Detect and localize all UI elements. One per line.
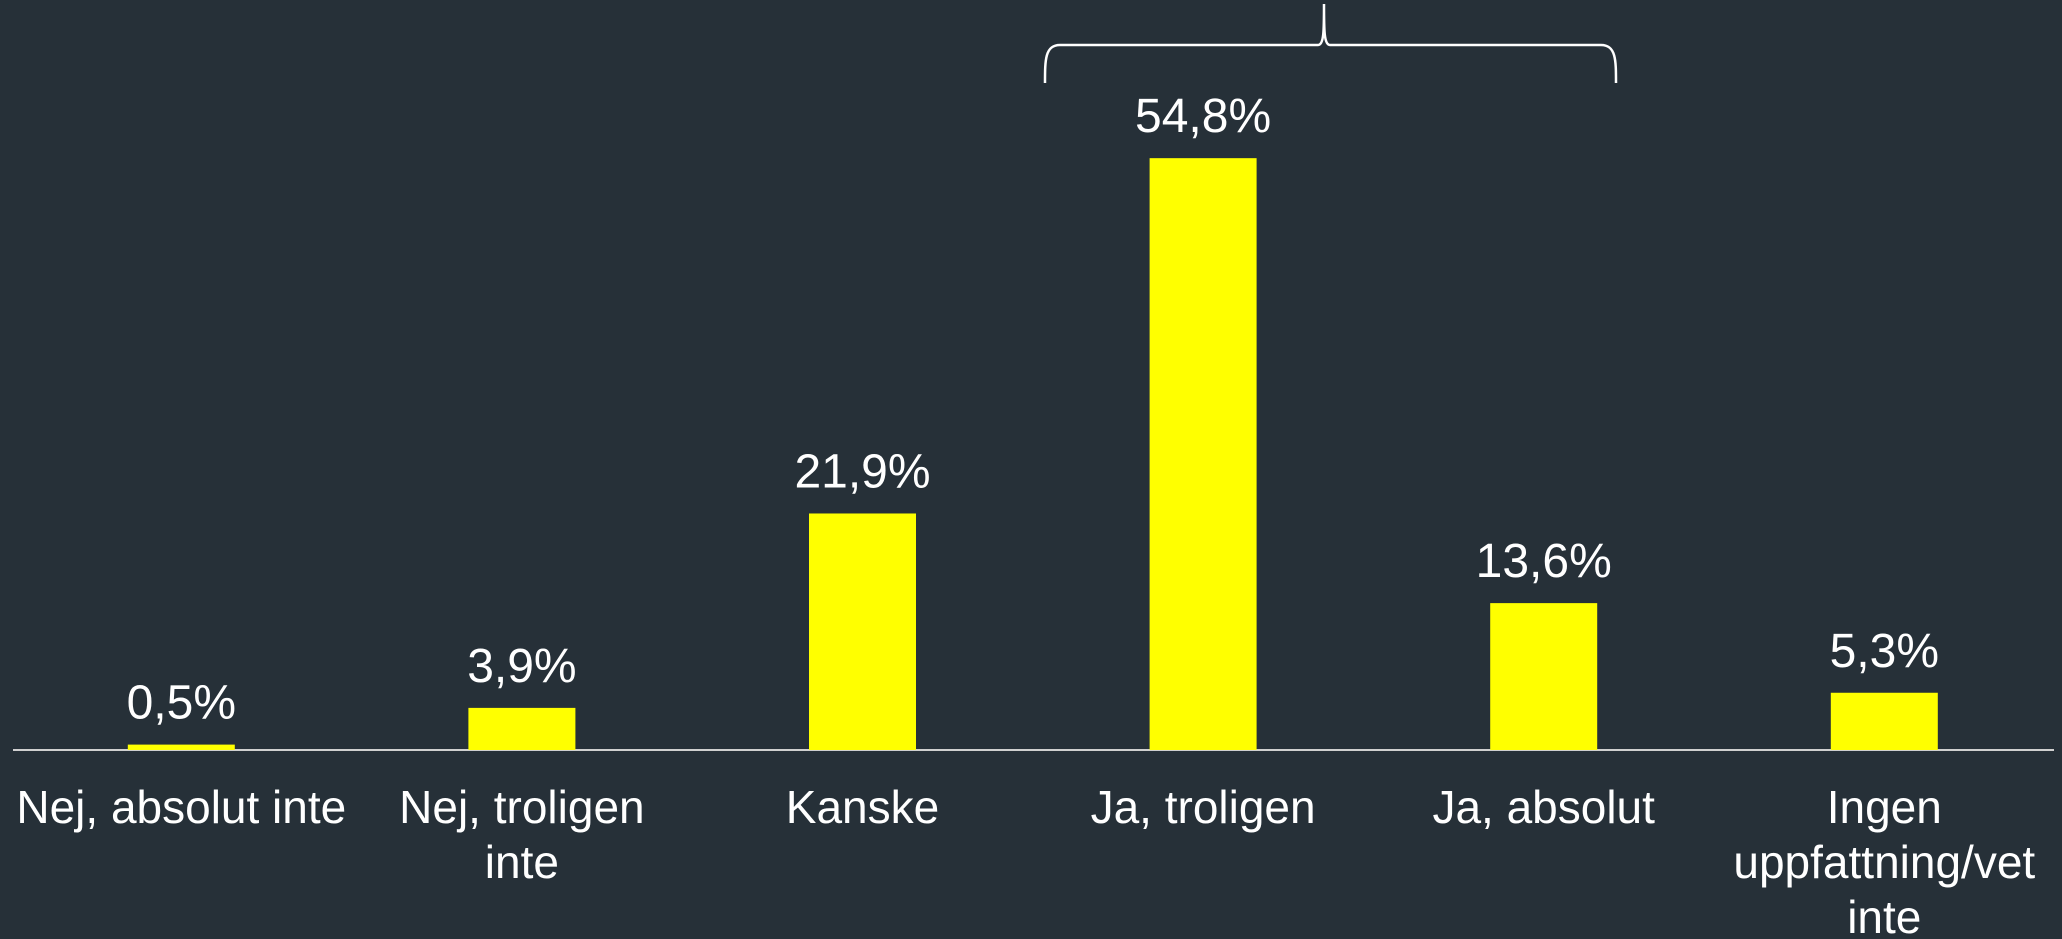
value-label: 54,8% bbox=[1135, 90, 1271, 143]
value-label: 0,5% bbox=[127, 677, 236, 730]
x-tick-label: Ingen uppfattning/vet inte bbox=[1733, 781, 2036, 939]
value-label: 3,9% bbox=[467, 640, 576, 693]
bar bbox=[1490, 603, 1598, 750]
bar bbox=[127, 744, 235, 750]
x-tick-label: Nej, absolut inte bbox=[16, 781, 347, 833]
bar bbox=[468, 707, 576, 750]
value-label: 13,6% bbox=[1476, 535, 1612, 588]
x-tick-label: Nej, troligen inte bbox=[399, 781, 645, 888]
bracket bbox=[1043, 3, 1618, 84]
x-tick-label: Ja, absolut bbox=[1432, 781, 1655, 833]
value-label: 21,9% bbox=[794, 445, 930, 498]
bar bbox=[1149, 158, 1257, 750]
bar bbox=[1830, 692, 1938, 750]
value-label: 5,3% bbox=[1830, 625, 1939, 678]
x-tick-label: Ja, troligen bbox=[1090, 781, 1316, 833]
bar bbox=[809, 513, 916, 750]
x-tick-label: Kanske bbox=[785, 781, 940, 833]
